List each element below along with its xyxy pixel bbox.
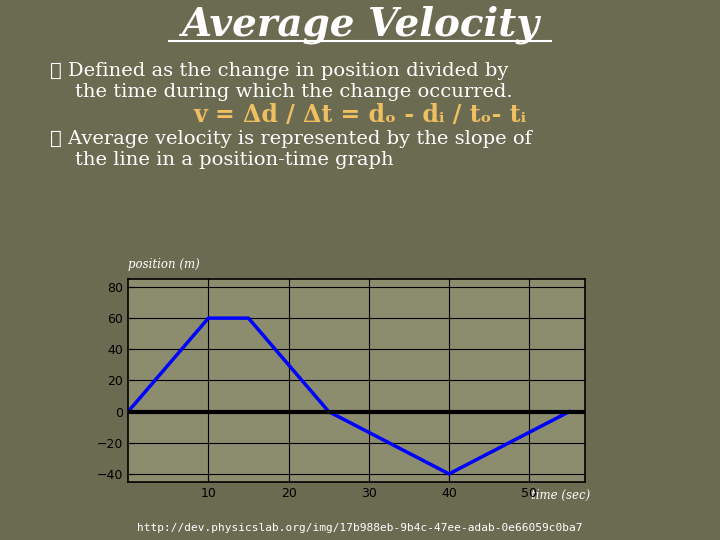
Text: position (m): position (m) (128, 258, 200, 271)
Text: the line in a position-time graph: the line in a position-time graph (50, 151, 394, 170)
Text: Average Velocity: Average Velocity (181, 5, 539, 44)
Text: ❥ Defined as the change in position divided by: ❥ Defined as the change in position divi… (50, 62, 509, 80)
Text: http://dev.physicslab.org/img/17b988eb-9b4c-47ee-adab-0e66059c0ba7: http://dev.physicslab.org/img/17b988eb-9… (138, 523, 582, 533)
Text: v = Δd / Δt = dₒ - dᵢ / tₒ- tᵢ: v = Δd / Δt = dₒ - dᵢ / tₒ- tᵢ (194, 103, 526, 127)
Text: the time during which the change occurred.: the time during which the change occurre… (50, 83, 513, 101)
Text: time (sec): time (sec) (531, 489, 590, 502)
Text: ❥ Average velocity is represented by the slope of: ❥ Average velocity is represented by the… (50, 130, 532, 148)
